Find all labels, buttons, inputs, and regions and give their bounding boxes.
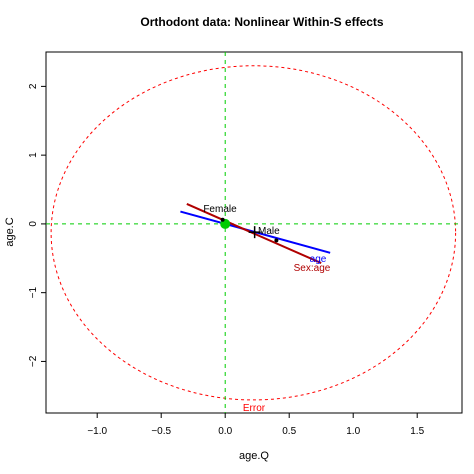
y-tick-label: 1 <box>28 152 39 158</box>
y-tick-label: 0 <box>28 221 39 227</box>
x-tick-label: 0.0 <box>218 426 232 437</box>
y-axis: −2 −1 0 1 2 <box>28 83 46 367</box>
x-tick-label: 1.0 <box>346 426 360 437</box>
error-label: Error <box>243 403 266 414</box>
x-tick-label: 1.5 <box>410 426 424 437</box>
y-tick-label: 2 <box>28 83 39 89</box>
x-axis-label: age.Q <box>239 450 269 462</box>
error-ellipse <box>50 65 457 401</box>
x-tick-label: −0.5 <box>151 426 171 437</box>
y-axis-label: age.C <box>4 217 16 246</box>
male-label: Male <box>258 226 280 237</box>
x-tick-label: 0.5 <box>282 426 296 437</box>
sexage-label: Sex:age <box>294 263 331 274</box>
y-tick-label: −1 <box>28 287 39 299</box>
age-label: age <box>310 254 327 265</box>
chart-title: Orthodont data: Nonlinear Within-S effec… <box>140 15 384 29</box>
data-point-female <box>220 217 225 222</box>
data-point-male <box>274 238 279 243</box>
x-tick-label: −1.0 <box>87 426 107 437</box>
plot-frame <box>45 51 463 414</box>
x-axis: −1.0 −0.5 0.0 0.5 1.0 1.5 <box>87 413 425 437</box>
y-tick-label: −2 <box>28 355 39 367</box>
female-label: Female <box>203 204 237 215</box>
